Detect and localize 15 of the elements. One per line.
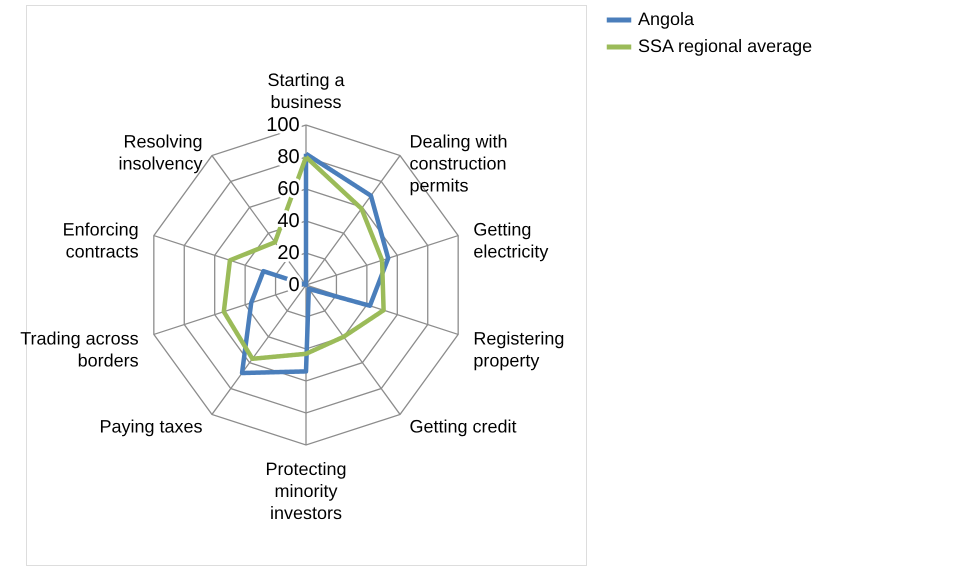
y-tick-label: 20 xyxy=(277,242,300,264)
spoke-label: Resolving insolvency xyxy=(118,132,203,174)
spoke-label: Protecting minority investors xyxy=(265,459,347,523)
legend-label: Angola xyxy=(638,9,696,29)
y-tick-label: 80 xyxy=(277,146,300,168)
spoke-label: Paying taxes xyxy=(99,416,203,436)
spoke-label: Trading across borders xyxy=(20,328,139,370)
spoke-label: Enforcing contracts xyxy=(62,220,139,262)
spoke-label: Starting a business xyxy=(267,70,346,112)
spoke-label: Getting electricity xyxy=(473,220,548,262)
y-tick-label: 100 xyxy=(266,114,300,136)
legend-label: SSA regional average xyxy=(638,36,812,56)
spoke-label: Registering property xyxy=(473,328,564,370)
spoke-label: Dealing with construction permits xyxy=(409,132,508,196)
spoke-label: Getting credit xyxy=(409,416,517,436)
